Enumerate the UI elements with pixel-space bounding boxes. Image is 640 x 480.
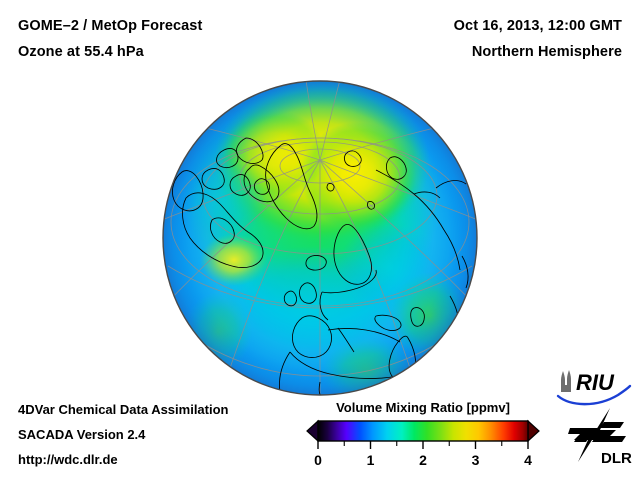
timestamp-label: Oct 16, 2013, 12:00 GMT <box>453 18 622 34</box>
colorbar-dither <box>318 421 528 441</box>
colorbar-tick-label-3: 3 <box>472 452 480 468</box>
ozone-globe-map <box>162 80 478 396</box>
colorbar-tick-label-0: 0 <box>314 452 322 468</box>
riu-swoosh <box>556 384 632 406</box>
dlr-logo: DLR <box>566 406 636 468</box>
colorbar-tick-label-2: 2 <box>419 452 427 468</box>
riu-logo: RIU <box>556 368 636 406</box>
hemisphere-label: Northern Hemisphere <box>471 44 622 60</box>
colorbar-extend-min <box>306 419 319 443</box>
website-url: http://wdc.dlr.de <box>18 452 118 467</box>
dlr-logo-svg: DLR <box>568 408 632 467</box>
colorbar-tick-label-1: 1 <box>367 452 375 468</box>
assimilation-label: 4DVar Chemical Data Assimilation <box>18 402 229 417</box>
globe-field-layer <box>163 81 477 395</box>
colorbar-tick-label-4: 4 <box>524 452 532 468</box>
colorbar-extend-max <box>527 419 540 443</box>
dlr-star-icon <box>568 408 626 462</box>
riu-wordmark: RIU <box>576 370 615 395</box>
colorbar-major-ticks <box>317 441 529 449</box>
colorbar-title: Volume Mixing Ratio [ppmv] <box>336 400 510 415</box>
colorbar: Volume Mixing Ratio [ppmv] <box>306 400 540 470</box>
dlr-wordmark: DLR <box>601 450 632 467</box>
riu-logo-svg: RIU <box>556 370 632 406</box>
colorbar-gradient <box>318 421 528 441</box>
cathedral-icon <box>561 370 571 392</box>
page-subtitle: Ozone at 55.4 hPa <box>18 44 144 60</box>
globe-svg <box>162 80 478 396</box>
colorbar-svg: 0 1 2 3 4 <box>306 419 540 468</box>
page-title: GOME–2 / MetOp Forecast <box>18 18 203 34</box>
version-label: SACADA Version 2.4 <box>18 427 146 442</box>
colorbar-minor-ticks <box>343 441 503 446</box>
globe-outline <box>162 80 478 396</box>
